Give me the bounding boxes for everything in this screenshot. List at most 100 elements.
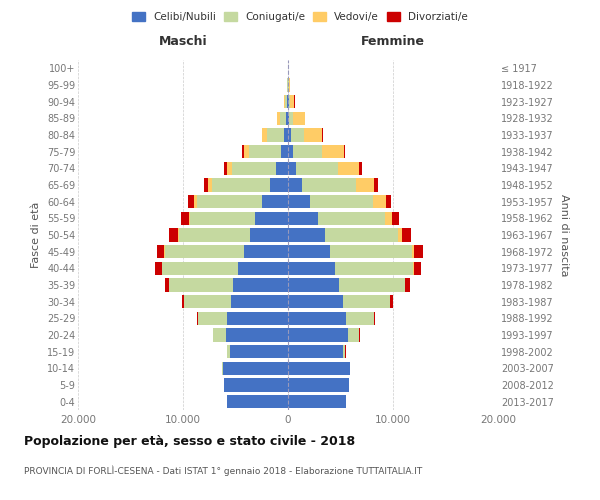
Bar xyxy=(288,195,310,208)
Bar xyxy=(244,245,288,258)
Bar xyxy=(288,345,343,358)
Bar xyxy=(335,262,413,275)
Y-axis label: Fasce di età: Fasce di età xyxy=(31,202,41,268)
Bar xyxy=(288,378,349,392)
Bar xyxy=(223,362,288,375)
Bar xyxy=(338,162,359,175)
Bar xyxy=(212,178,270,192)
Bar xyxy=(188,195,194,208)
Bar xyxy=(164,245,165,258)
Bar xyxy=(356,178,374,192)
Bar xyxy=(288,328,348,342)
Bar xyxy=(392,212,400,225)
Bar xyxy=(289,78,290,92)
Bar xyxy=(359,162,362,175)
Bar xyxy=(226,328,288,342)
Bar xyxy=(280,112,286,125)
Bar xyxy=(288,362,350,375)
Bar xyxy=(222,362,223,375)
Bar xyxy=(267,128,284,141)
Bar xyxy=(288,278,340,291)
Bar xyxy=(288,128,291,141)
Text: Maschi: Maschi xyxy=(158,36,208,49)
Bar xyxy=(290,95,295,108)
Bar xyxy=(157,245,164,258)
Bar xyxy=(296,162,338,175)
Bar xyxy=(224,378,288,392)
Bar xyxy=(288,112,289,125)
Bar xyxy=(208,178,212,192)
Bar xyxy=(322,145,344,158)
Bar xyxy=(302,178,356,192)
Bar xyxy=(165,245,244,258)
Bar xyxy=(214,328,226,342)
Bar xyxy=(390,295,392,308)
Bar xyxy=(227,395,288,408)
Bar xyxy=(346,312,374,325)
Bar xyxy=(293,145,322,158)
Bar xyxy=(386,195,391,208)
Bar xyxy=(169,228,178,241)
Bar xyxy=(162,262,238,275)
Bar xyxy=(281,145,288,158)
Bar xyxy=(343,345,346,358)
Bar xyxy=(230,345,288,358)
Bar xyxy=(179,228,250,241)
Text: Femmine: Femmine xyxy=(361,36,425,49)
Bar xyxy=(184,295,232,308)
Text: Popolazione per età, sesso e stato civile - 2018: Popolazione per età, sesso e stato civil… xyxy=(24,435,355,448)
Bar xyxy=(304,128,322,141)
Bar xyxy=(188,212,190,225)
Bar xyxy=(289,112,293,125)
Bar xyxy=(288,145,293,158)
Bar xyxy=(330,245,412,258)
Bar xyxy=(169,278,233,291)
Bar xyxy=(284,128,288,141)
Bar xyxy=(344,145,345,158)
Bar xyxy=(224,162,227,175)
Bar xyxy=(232,295,288,308)
Bar xyxy=(340,278,404,291)
Bar xyxy=(284,95,286,108)
Bar xyxy=(256,212,288,225)
Bar xyxy=(288,262,335,275)
Bar xyxy=(262,195,288,208)
Bar xyxy=(319,212,385,225)
Bar xyxy=(233,278,288,291)
Bar xyxy=(227,312,288,325)
Bar xyxy=(286,112,288,125)
Bar xyxy=(155,262,161,275)
Bar xyxy=(288,212,319,225)
Bar xyxy=(190,212,256,225)
Bar xyxy=(288,395,346,408)
Bar xyxy=(405,278,410,291)
Bar xyxy=(374,312,375,325)
Bar xyxy=(348,328,359,342)
Bar xyxy=(413,262,414,275)
Bar xyxy=(414,245,424,258)
Bar xyxy=(412,245,414,258)
Bar xyxy=(270,178,288,192)
Bar xyxy=(165,278,169,291)
Bar xyxy=(288,162,296,175)
Bar xyxy=(277,162,288,175)
Bar xyxy=(325,228,398,241)
Bar xyxy=(288,228,325,241)
Bar xyxy=(403,228,412,241)
Text: PROVINCIA DI FORLÌ-CESENA - Dati ISTAT 1° gennaio 2018 - Elaborazione TUTTAITALI: PROVINCIA DI FORLÌ-CESENA - Dati ISTAT 1… xyxy=(24,465,422,475)
Bar xyxy=(398,228,403,241)
Bar xyxy=(287,95,288,108)
Bar xyxy=(288,312,346,325)
Bar xyxy=(204,178,208,192)
Bar xyxy=(197,195,262,208)
Bar xyxy=(385,212,392,225)
Bar xyxy=(250,228,288,241)
Y-axis label: Anni di nascita: Anni di nascita xyxy=(559,194,569,276)
Bar xyxy=(288,95,289,108)
Bar xyxy=(277,112,280,125)
Bar xyxy=(249,145,281,158)
Bar xyxy=(289,95,290,108)
Bar xyxy=(178,228,179,241)
Bar xyxy=(288,245,330,258)
Legend: Celibi/Nubili, Coniugati/e, Vedovi/e, Divorziati/e: Celibi/Nubili, Coniugati/e, Vedovi/e, Di… xyxy=(128,8,472,26)
